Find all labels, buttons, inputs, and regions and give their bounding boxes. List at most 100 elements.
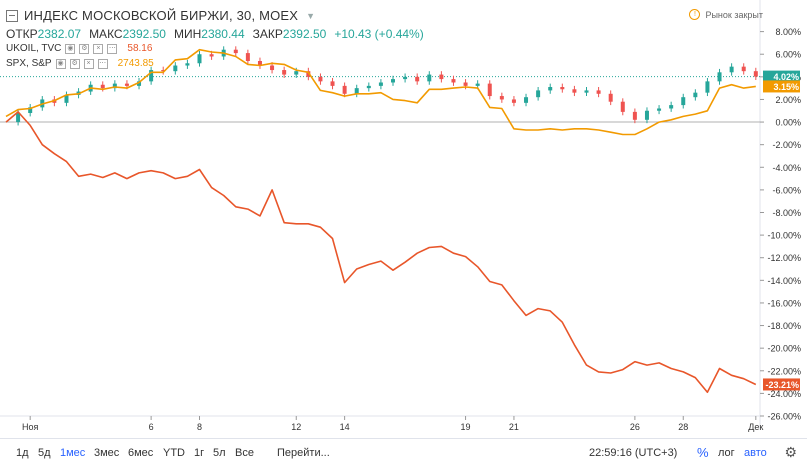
ukoil-line: [5, 111, 757, 394]
x-tick-label: 8: [197, 422, 202, 432]
legend-symbol-spx: SPX, S&P: [6, 58, 52, 69]
collapse-icon[interactable]: [6, 9, 18, 22]
change-value: +10.43 (+0.44%): [334, 27, 424, 41]
range-1d[interactable]: 1д: [16, 447, 29, 459]
candle-body: [548, 87, 553, 91]
high-label: МАКС: [89, 27, 123, 41]
candle-body: [524, 97, 529, 103]
candle-body: [729, 66, 734, 73]
last-value-badge: [763, 80, 800, 93]
hide-icon[interactable]: ◉: [55, 58, 66, 69]
candle-body: [717, 72, 722, 82]
settings-icon[interactable]: ⚙: [79, 43, 90, 54]
symbol-title[interactable]: ИНДЕКС МОСКОВСКОЙ БИРЖИ, 30, MOEX: [24, 8, 299, 23]
candle-body: [330, 81, 335, 86]
auto-toggle[interactable]: авто: [744, 447, 767, 459]
legend-value-ukoil: 58.16: [127, 43, 153, 54]
candle-body: [475, 83, 480, 86]
y-tick-label: -6.00%: [772, 185, 801, 195]
candle-body: [185, 63, 190, 66]
chart-area[interactable]: 8.00%6.00%4.00%2.00%0.00%-2.00%-4.00%-6.…: [0, 0, 807, 437]
more-icon[interactable]: ⋯: [97, 58, 108, 69]
low-value: 2380.44: [201, 27, 245, 41]
range-1y[interactable]: 1г: [194, 447, 205, 459]
candle-body: [499, 96, 504, 100]
y-tick-label: -8.00%: [772, 208, 801, 218]
candle-body: [209, 54, 214, 57]
range-1m[interactable]: 1мес: [60, 447, 86, 459]
range-5d[interactable]: 5д: [38, 447, 51, 459]
close-icon[interactable]: ×: [93, 43, 104, 54]
candle-body: [632, 111, 637, 120]
y-tick-label: 6.00%: [775, 50, 801, 60]
percent-toggle[interactable]: %: [697, 445, 709, 460]
y-tick-label: -22.00%: [767, 366, 801, 376]
y-tick-label: -24.00%: [767, 389, 801, 399]
range-3m[interactable]: 3мес: [94, 447, 120, 459]
candle-body: [137, 81, 142, 86]
more-icon[interactable]: ⋯: [107, 43, 118, 54]
dropdown-arrow-icon[interactable]: ▼: [306, 10, 316, 21]
candle-body: [620, 101, 625, 112]
spx-line: [5, 48, 756, 136]
candle-body: [560, 87, 565, 90]
candle-body: [669, 105, 674, 109]
legend-value-spx: 2743.85: [117, 58, 154, 69]
y-tick-label: -16.00%: [767, 298, 801, 308]
candle-body: [318, 76, 323, 82]
candle-body: [487, 83, 492, 97]
last-value-badge: [763, 70, 800, 83]
candle-body: [366, 85, 371, 89]
goto-date-button[interactable]: Перейти...: [277, 447, 330, 459]
candle-body: [584, 90, 589, 93]
clock-time: 22:59:16 (UTC+3): [589, 447, 678, 459]
y-tick-label: -26.00%: [767, 412, 801, 422]
y-axis[interactable]: 8.00%6.00%4.00%2.00%0.00%-2.00%-4.00%-6.…: [760, 27, 801, 422]
x-tick-label: 14: [340, 422, 350, 432]
y-tick-label: 0.00%: [775, 118, 801, 128]
close-value: 2392.50: [282, 27, 327, 41]
range-all[interactable]: Все: [235, 447, 254, 459]
candle-body: [753, 71, 758, 77]
candle-body: [572, 89, 577, 93]
range-6m[interactable]: 6мес: [128, 447, 154, 459]
series-layer: [0, 46, 760, 394]
candle-body: [28, 107, 33, 114]
close-icon[interactable]: ×: [83, 58, 94, 69]
x-tick-label: 12: [291, 422, 301, 432]
last-value-label: 4.02%: [773, 72, 799, 82]
x-axis[interactable]: Ноя 6 8 12 14 19 21 26 28 Дек: [22, 416, 763, 432]
log-toggle[interactable]: лог: [718, 447, 735, 459]
ohlc-values: ОТКР2382.07 МАКС2392.50 МИН2380.44 ЗАКР2…: [6, 27, 424, 41]
candle-body: [427, 74, 432, 82]
candle-body: [451, 79, 456, 83]
y-tick-label: -12.00%: [767, 253, 801, 263]
close-label: ЗАКР: [252, 27, 283, 41]
candle-body: [415, 76, 420, 82]
candle-body: [294, 71, 299, 75]
grid: [0, 0, 761, 430]
y-tick-label: -2.00%: [772, 140, 801, 150]
settings-icon[interactable]: ⚙: [69, 58, 80, 69]
hide-icon[interactable]: ◉: [65, 43, 76, 54]
chart-header: ИНДЕКС МОСКОВСКОЙ БИРЖИ, 30, MOEX ▼ ОТКР…: [0, 0, 807, 70]
last-value-label: -23.21%: [765, 380, 799, 390]
y-tick-label: -4.00%: [772, 163, 801, 173]
x-tick-label: 26: [630, 422, 640, 432]
candle-body: [705, 81, 710, 93]
open-value: 2382.07: [37, 27, 82, 41]
candle-body: [391, 79, 395, 83]
bottom-toolbar: 1д 5д 1мес 3мес 6мес YTD 1г 5л Все Перей…: [0, 438, 807, 468]
legend-item-spx[interactable]: SPX, S&P ◉ ⚙ × ⋯ 2743.85: [6, 58, 154, 69]
x-tick-label: 28: [678, 422, 688, 432]
y-tick-label: -20.00%: [767, 344, 801, 354]
clock-icon: !: [689, 9, 701, 20]
range-ytd[interactable]: YTD: [163, 447, 185, 459]
y-tick-label: -18.00%: [767, 321, 801, 331]
x-tick-label: 21: [509, 422, 519, 432]
gear-icon[interactable]: ⚙: [784, 444, 797, 460]
candle-body: [511, 99, 516, 103]
range-5y[interactable]: 5л: [213, 447, 226, 459]
y-tick-label: 8.00%: [775, 27, 801, 37]
legend-item-ukoil[interactable]: UKOIL, TVC ◉ ⚙ × ⋯ 58.16: [6, 43, 152, 54]
